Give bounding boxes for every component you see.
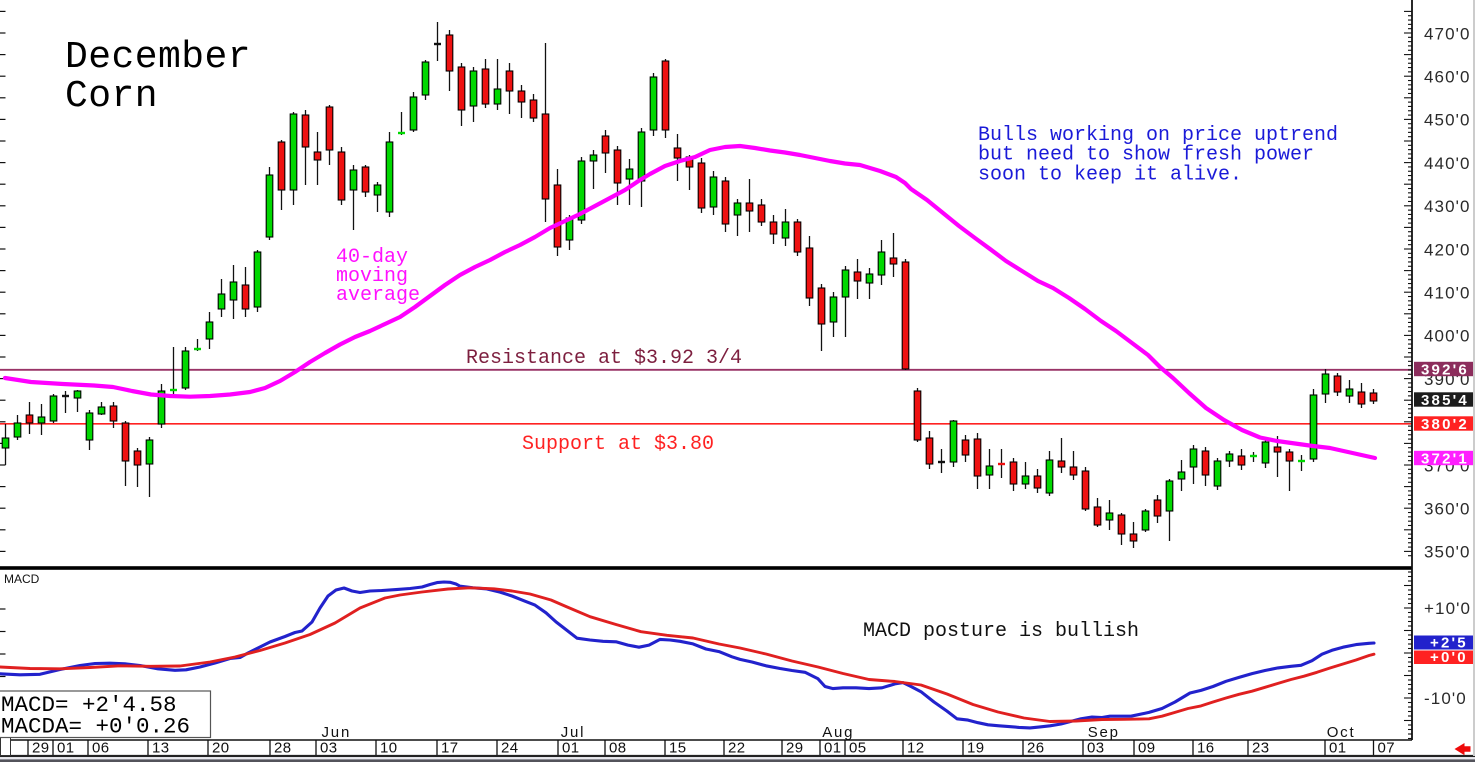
svg-text:400'0: 400'0	[1424, 327, 1471, 346]
svg-text:Aug: Aug	[822, 724, 854, 741]
svg-text:06: 06	[92, 740, 110, 757]
svg-text:01: 01	[57, 740, 75, 757]
svg-text:Bulls working on price uptrend: Bulls working on price uptrend	[978, 124, 1338, 147]
svg-text:Support at $3.80: Support at $3.80	[522, 433, 714, 456]
svg-text:470'0: 470'0	[1424, 24, 1471, 43]
svg-text:05: 05	[849, 740, 867, 757]
svg-text:460'0: 460'0	[1424, 68, 1471, 87]
svg-text:10: 10	[380, 740, 398, 757]
svg-text:24: 24	[501, 740, 519, 757]
svg-text:29: 29	[786, 740, 804, 757]
svg-text:28: 28	[274, 740, 292, 757]
svg-text:Oct: Oct	[1327, 724, 1356, 741]
svg-text:Corn: Corn	[65, 75, 158, 118]
svg-text:08: 08	[609, 740, 627, 757]
svg-text:385'4: 385'4	[1421, 392, 1469, 409]
svg-text:450'0: 450'0	[1424, 111, 1471, 130]
svg-text:420'0: 420'0	[1424, 240, 1471, 259]
svg-text:MACDA= +0'0.26: MACDA= +0'0.26	[1, 714, 190, 740]
svg-text:MACD: MACD	[4, 572, 40, 586]
svg-text:+10'0: +10'0	[1424, 599, 1471, 618]
svg-text:19: 19	[967, 740, 985, 757]
svg-text:-10'0: -10'0	[1424, 689, 1467, 708]
svg-text:392'6: 392'6	[1421, 361, 1469, 378]
svg-text:16: 16	[1197, 740, 1215, 757]
svg-text:430'0: 430'0	[1424, 197, 1471, 216]
svg-text:03: 03	[320, 740, 338, 757]
svg-text:12: 12	[907, 740, 925, 757]
svg-text:23: 23	[1252, 740, 1270, 757]
svg-text:MACD= +2'4.58: MACD= +2'4.58	[1, 692, 177, 718]
svg-text:03: 03	[1087, 740, 1105, 757]
svg-text:01: 01	[824, 740, 842, 757]
svg-text:Jul: Jul	[561, 724, 586, 741]
svg-text:09: 09	[1138, 740, 1156, 757]
svg-text:380'2: 380'2	[1421, 416, 1469, 433]
svg-text:13: 13	[152, 740, 170, 757]
svg-text:440'0: 440'0	[1424, 154, 1471, 173]
svg-text:+0'0: +0'0	[1430, 649, 1468, 666]
svg-text:40-day: 40-day	[336, 246, 408, 269]
svg-text:MACD posture is bullish: MACD posture is bullish	[863, 620, 1139, 643]
svg-text:moving: moving	[336, 265, 408, 288]
svg-text:+2'5: +2'5	[1430, 635, 1468, 652]
svg-text:350'0: 350'0	[1424, 543, 1471, 562]
svg-text:01: 01	[1329, 740, 1347, 757]
svg-text:Resistance at $3.92 3/4: Resistance at $3.92 3/4	[466, 347, 742, 370]
svg-text:Sep: Sep	[1088, 724, 1120, 741]
svg-text:17: 17	[441, 740, 459, 757]
svg-text:26: 26	[1027, 740, 1045, 757]
svg-text:29: 29	[32, 740, 50, 757]
svg-text:372'1: 372'1	[1421, 450, 1469, 467]
svg-text:soon to keep it alive.: soon to keep it alive.	[978, 163, 1242, 186]
svg-text:average: average	[336, 284, 420, 307]
svg-text:20: 20	[212, 740, 230, 757]
svg-text:360'0: 360'0	[1424, 500, 1471, 519]
svg-text:01: 01	[562, 740, 580, 757]
svg-text:22: 22	[728, 740, 746, 757]
svg-text:15: 15	[669, 740, 687, 757]
svg-text:Jun: Jun	[322, 724, 352, 741]
svg-text:410'0: 410'0	[1424, 284, 1471, 303]
svg-text:but need to show fresh power: but need to show fresh power	[978, 144, 1314, 167]
svg-text:December: December	[65, 36, 251, 79]
svg-text:07: 07	[1378, 740, 1396, 757]
